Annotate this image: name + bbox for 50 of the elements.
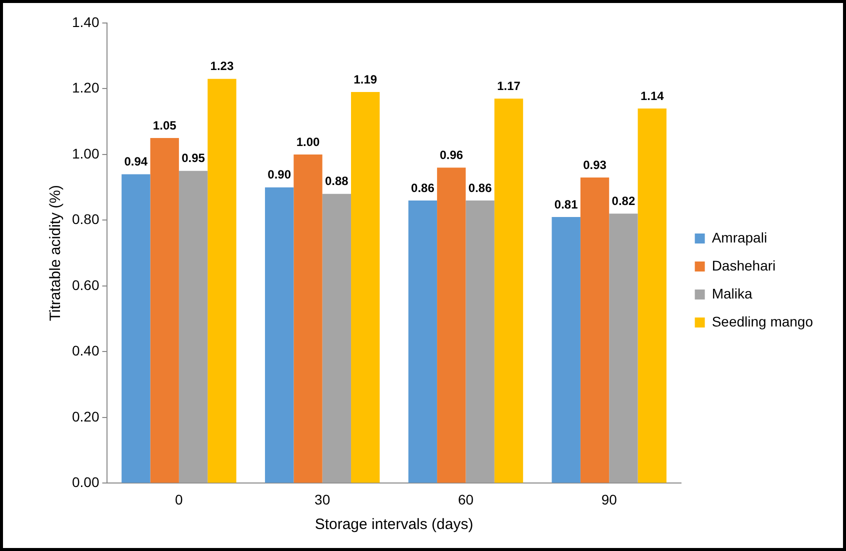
data-label: 0.86 (411, 180, 435, 195)
data-label: 1.14 (640, 88, 664, 103)
data-label: 0.90 (268, 168, 292, 182)
y-tick-label: 0.40 (72, 342, 100, 359)
x-axis-title: Storage intervals (days) (314, 516, 474, 534)
bar (609, 214, 638, 483)
y-tick-label: 1.40 (72, 14, 100, 30)
x-tick-label: 60 (458, 491, 474, 508)
y-tick-label: 1.00 (72, 145, 100, 162)
bar (264, 187, 294, 483)
y-axis-title: Titratable acidity (%) (47, 185, 64, 322)
bar (638, 108, 666, 483)
legend-label: Malika (712, 285, 752, 302)
y-tick-label: 0.80 (72, 211, 100, 228)
bar (122, 174, 150, 483)
data-label: 0.95 (182, 151, 206, 166)
y-tick-label: 0.00 (72, 474, 100, 490)
bar (322, 194, 352, 483)
data-label: 0.86 (468, 180, 492, 195)
bar (580, 177, 610, 483)
bar (494, 98, 524, 483)
bar (150, 138, 179, 483)
data-label: 1.05 (152, 118, 177, 132)
bar (208, 78, 236, 483)
bar (408, 200, 438, 483)
bar (294, 154, 322, 483)
data-label: 0.96 (440, 148, 464, 162)
data-label: 0.81 (554, 197, 578, 212)
legend-label: Amrapali (712, 229, 768, 246)
bar (178, 170, 208, 483)
data-label: 1.23 (210, 59, 234, 74)
x-tick-label: 30 (314, 491, 330, 508)
bar (437, 168, 466, 483)
x-tick-label: 90 (601, 491, 618, 508)
data-label: 0.82 (612, 194, 636, 208)
data-label: 0.88 (324, 174, 349, 188)
data-label: 1.17 (497, 78, 521, 93)
legend-label: Seedling mango (712, 313, 814, 330)
y-tick-label: 1.20 (72, 80, 100, 96)
data-label: 0.94 (124, 154, 148, 169)
y-tick-label: 0.60 (72, 276, 100, 293)
legend-label: Dashehari (712, 257, 776, 274)
data-label: 0.93 (583, 158, 607, 172)
data-label: 1.19 (354, 72, 378, 86)
bar (552, 216, 580, 483)
x-tick-label: 0 (175, 491, 184, 508)
bar (351, 92, 380, 483)
data-label: 1.00 (296, 134, 320, 149)
y-tick-label: 0.20 (72, 408, 100, 424)
bar (466, 200, 494, 483)
